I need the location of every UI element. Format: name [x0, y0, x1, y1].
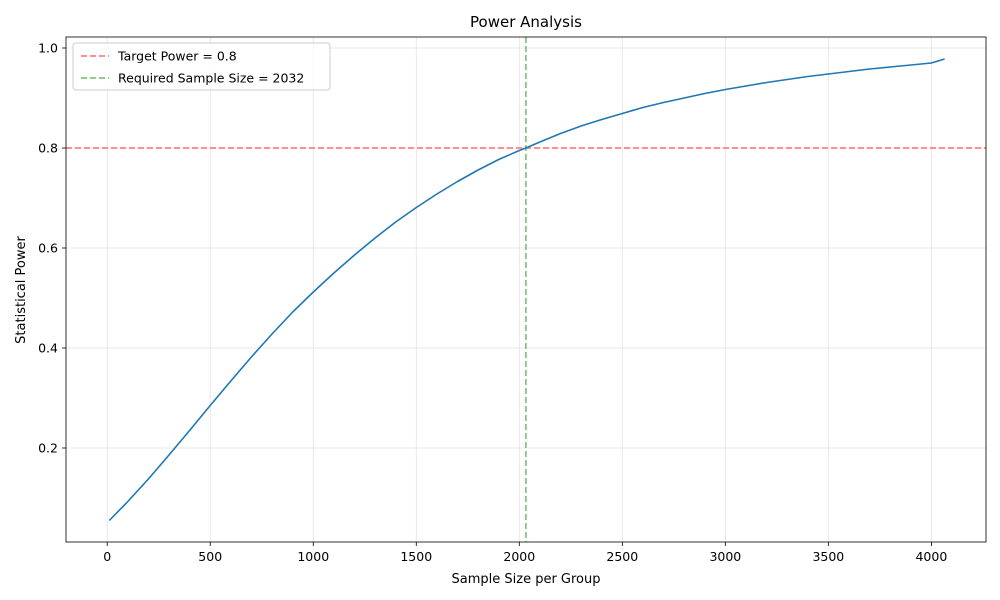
x-axis-label: Sample Size per Group	[452, 572, 601, 587]
x-tick-label: 4000	[915, 549, 947, 564]
power-curve-line	[108, 58, 945, 522]
legend-box	[72, 42, 331, 91]
y-tick-label: 0.6	[38, 241, 58, 256]
x-tick-label: 0	[103, 549, 111, 564]
y-tick-label: 0.2	[38, 441, 58, 456]
y-tick-label: 0.4	[38, 341, 58, 356]
x-tick-label: 2000	[503, 549, 535, 564]
x-tick-label: 3500	[812, 549, 844, 564]
plot-frame	[65, 36, 987, 543]
x-tick-label: 2500	[606, 549, 638, 564]
plot-series	[108, 58, 945, 522]
x-tick-label: 500	[198, 549, 222, 564]
x-tick-label: 1000	[297, 549, 329, 564]
legend: Target Power = 0.8 Required Sample Size =…	[72, 42, 331, 91]
x-axis-ticks: 0 500 1000 1500 2000 2500 3000 3500 4000	[103, 542, 947, 564]
chart-title: Power Analysis	[470, 13, 582, 31]
y-tick-label: 1.0	[38, 41, 58, 56]
legend-label: Required Sample Size = 2032	[118, 71, 304, 86]
x-tick-label: 1500	[400, 549, 432, 564]
y-tick-label: 0.8	[38, 141, 58, 156]
legend-label: Target Power = 0.8	[117, 49, 237, 64]
x-tick-label: 3000	[709, 549, 741, 564]
y-axis-ticks: 0.2 0.4 0.6 0.8 1.0	[38, 41, 66, 456]
y-axis-label: Statistical Power	[14, 236, 29, 344]
